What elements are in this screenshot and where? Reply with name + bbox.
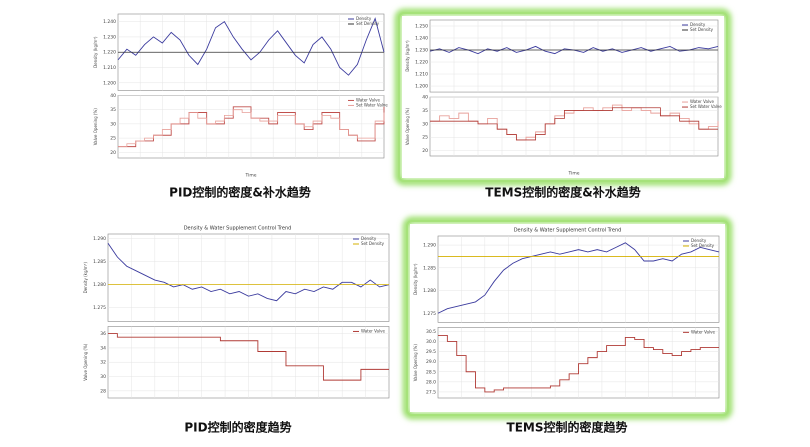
y-axis-label: Valve Opening (%): [413, 344, 418, 382]
y-tick-label: 35: [110, 107, 116, 113]
y-tick-label: 1.210: [103, 65, 116, 71]
y-tick-label: 25: [110, 136, 116, 142]
legend-label: Density: [356, 16, 372, 21]
legend-label: Set Density: [690, 27, 714, 32]
y-axis-label: Density (kg/m³): [413, 263, 418, 295]
y-tick-label: 1.240: [415, 36, 428, 42]
y-tick-label: 32: [100, 360, 106, 366]
y-tick-label: 30: [110, 121, 116, 127]
y-tick-label: 36: [100, 331, 106, 337]
y-tick-label: 1.290: [93, 236, 106, 242]
y-axis-label: Valve Opening (%): [93, 108, 98, 146]
series-line: [430, 107, 718, 141]
y-tick-label: 29.5: [426, 349, 436, 355]
legend-label: Water Valve: [690, 99, 714, 104]
legend-label: Set Water Valve: [690, 104, 722, 109]
y-tick-label: 40: [422, 95, 428, 101]
y-tick-label: 1.280: [93, 282, 106, 288]
legend-label: Set Water Valve: [356, 102, 388, 107]
y-tick-label: 30: [100, 374, 106, 380]
caption: PID控制的密度趋势: [184, 420, 291, 435]
legend-label: Density: [691, 238, 707, 243]
y-tick-label: 40: [110, 93, 116, 99]
y-tick-label: 1.285: [93, 259, 106, 265]
y-tick-label: 20: [110, 150, 116, 156]
caption: PID控制的密度&补水趋势: [169, 185, 311, 200]
y-tick-label: 30.0: [426, 339, 436, 345]
x-axis-label: Time: [567, 171, 579, 177]
chart-title: Density & Water Supplement Control Trend: [184, 226, 292, 232]
chart-title: Density & Water Supplement Control Trend: [514, 228, 622, 234]
y-tick-label: 1.200: [103, 80, 116, 86]
y-tick-label: 29.0: [426, 359, 436, 365]
y-tick-label: 1.275: [423, 311, 436, 317]
y-tick-label: 28.0: [426, 379, 436, 385]
y-tick-label: 1.250: [415, 24, 428, 30]
series-line: [107, 242, 390, 302]
y-tick-label: 1.200: [415, 84, 428, 90]
y-tick-label: 25: [422, 135, 428, 141]
y-tick-label: 1.220: [415, 60, 428, 66]
y-tick-label: 1.275: [93, 305, 106, 311]
caption: TEMS控制的密度趋势: [507, 420, 628, 435]
y-tick-label: 30.5: [426, 329, 436, 335]
series-line: [117, 17, 385, 76]
y-axis-label: Density (kg/m³): [93, 36, 98, 68]
legend-label: Set Density: [691, 243, 715, 248]
y-tick-label: 34: [100, 345, 106, 351]
y-tick-label: 28.5: [426, 369, 436, 375]
highlight-frame: [406, 220, 729, 416]
legend-label: Density: [361, 236, 377, 241]
y-tick-label: 1.280: [423, 288, 436, 294]
x-axis-label: Time: [244, 173, 256, 179]
y-tick-label: 20: [422, 148, 428, 154]
caption: TEMS控制的密度&补水趋势: [485, 185, 640, 200]
y-tick-label: 1.230: [415, 48, 428, 54]
series-line: [438, 334, 719, 393]
legend-label: Water Valve: [356, 97, 380, 102]
y-axis-label: Density (kg/m³): [405, 40, 410, 72]
y-axis-label: Density (kg/m³): [83, 262, 88, 294]
legend-label: Set Density: [361, 241, 385, 246]
legend-label: Water Valve: [691, 329, 715, 334]
y-tick-label: 1.285: [423, 265, 436, 271]
y-tick-label: 1.230: [103, 34, 116, 40]
y-tick-label: 1.240: [103, 19, 116, 25]
y-tick-label: 30: [422, 121, 428, 127]
y-tick-label: 27.5: [426, 389, 436, 395]
legend-label: Density: [690, 22, 706, 27]
legend-label: Water Valve: [361, 328, 385, 333]
legend-label: Set Density: [356, 21, 380, 26]
y-tick-label: 1.220: [103, 50, 116, 56]
y-tick-label: 1.210: [415, 72, 428, 78]
series-line: [437, 242, 720, 314]
y-tick-label: 28: [100, 388, 106, 394]
y-tick-label: 35: [422, 108, 428, 114]
y-axis-label: Valve Opening (%): [405, 108, 410, 146]
y-axis-label: Valve Opening (%): [83, 343, 88, 381]
series-line: [108, 333, 389, 381]
y-tick-label: 1.290: [423, 243, 436, 249]
series-line: [118, 109, 385, 148]
highlight-frame: [398, 12, 728, 182]
